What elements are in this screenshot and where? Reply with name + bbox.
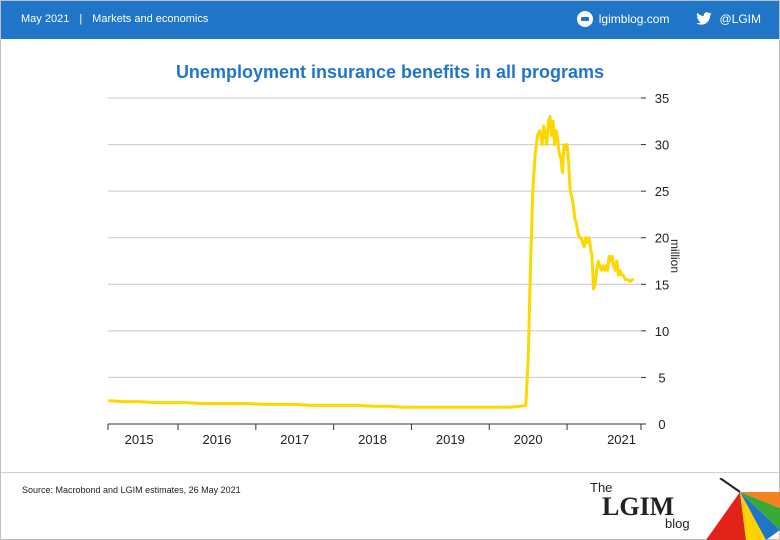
x-tick-label: 2017 — [280, 432, 309, 447]
x-tick-label: 2016 — [202, 432, 231, 447]
header-section-link[interactable]: Markets and economics — [92, 13, 209, 25]
twitter-handle: @LGIM — [719, 12, 761, 26]
y-tick-label: 30 — [655, 138, 669, 153]
source-note: Source: Macrobond and LGIM estimates, 26… — [22, 485, 241, 495]
x-tick-label: 2015 — [125, 432, 154, 447]
series-line — [108, 115, 634, 409]
header-right: lgimblog.com @LGIM — [576, 11, 761, 27]
header-left: May 2021 | Markets and economics — [21, 13, 208, 25]
chart-title: Unemployment insurance benefits in all p… — [175, 62, 605, 82]
footer-divider — [1, 472, 779, 473]
y-tick-label: 25 — [655, 184, 669, 199]
x-tick-label: 2021 — [607, 432, 636, 447]
x-tick-label: 2020 — [514, 432, 543, 447]
x-tick-label: 2018 — [358, 432, 387, 447]
y-tick-label: 35 — [655, 91, 669, 106]
y-tick-label: 5 — [658, 370, 665, 385]
site-link[interactable]: lgimblog.com — [576, 11, 670, 27]
brand-blog: blog — [665, 516, 690, 531]
twitter-link[interactable]: @LGIM — [695, 12, 761, 26]
x-tick-label: 2019 — [436, 432, 465, 447]
umbrella-logo-icon — [706, 478, 780, 540]
y-tick-label: 20 — [655, 231, 669, 246]
y-tick-label: 10 — [655, 324, 669, 339]
brand-name: LGIM — [602, 492, 675, 521]
brand-the: The — [590, 480, 613, 495]
header-date: May 2021 — [21, 13, 70, 25]
y-tick-label: 15 — [655, 277, 669, 292]
blog-icon — [576, 11, 593, 27]
y-tick-label: 0 — [658, 417, 665, 432]
y-axis-label: million — [668, 239, 682, 273]
header-separator: | — [79, 13, 83, 25]
site-link-label: lgimblog.com — [598, 12, 670, 26]
twitter-icon — [696, 12, 713, 25]
header-bar: May 2021 | Markets and economics lgimblo… — [1, 1, 779, 39]
